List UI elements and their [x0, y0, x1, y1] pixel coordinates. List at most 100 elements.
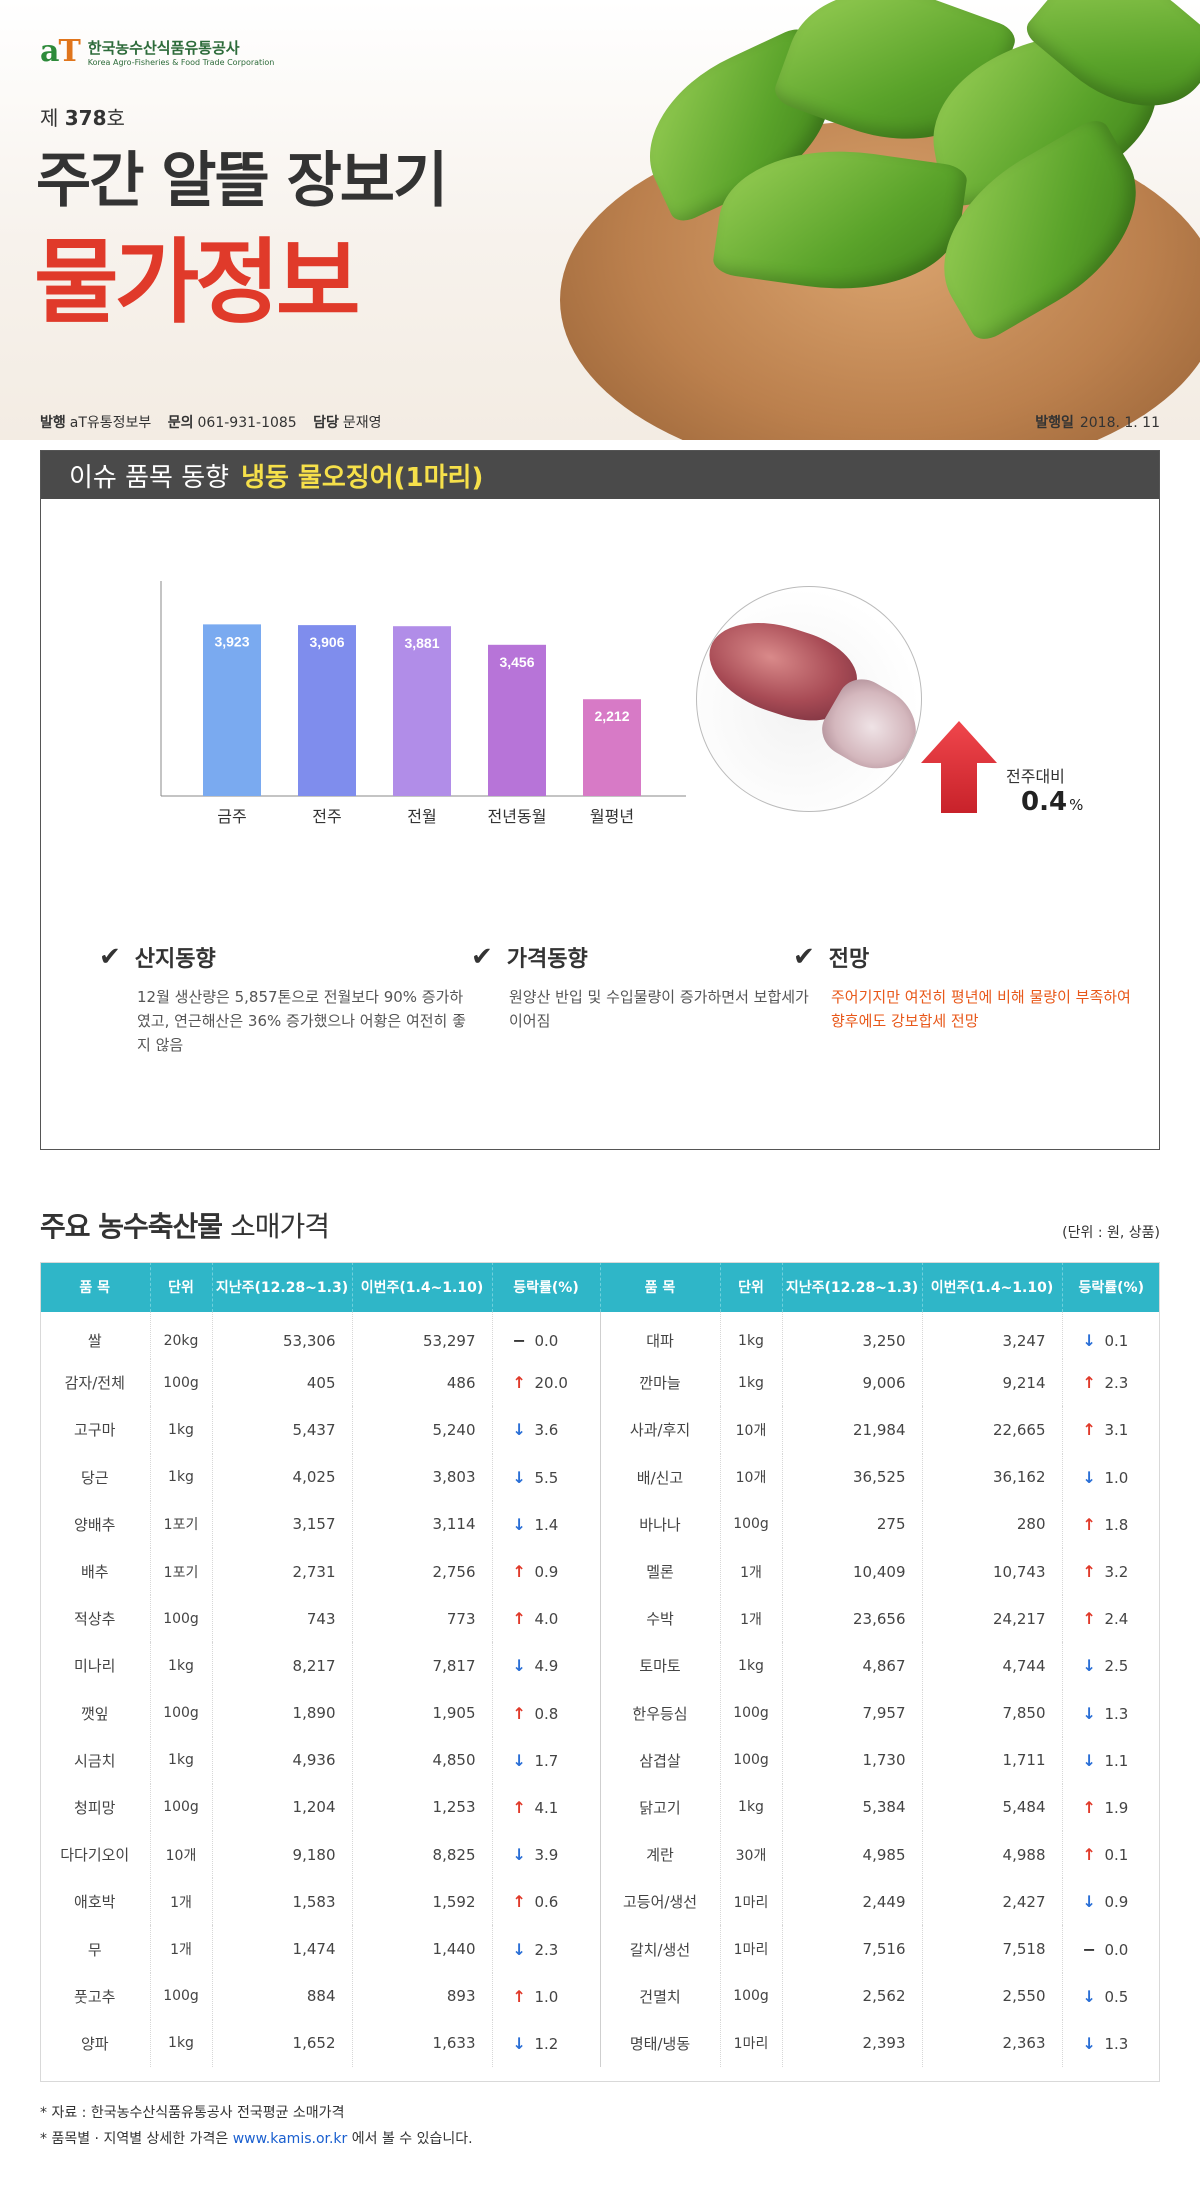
arrow-down-icon: ↓ [512, 1845, 526, 1865]
last-week-price-cell: 9,180 [212, 1831, 353, 1879]
item-name-cell: 닭고기 [600, 1783, 721, 1832]
change-rate-cell: ↑ 0.9 [492, 1547, 601, 1596]
last-week-price-cell: 4,936 [212, 1736, 353, 1784]
unit-cell: 1포기 [150, 1500, 213, 1548]
unit-cell: 1kg [150, 1406, 213, 1454]
change-rate-value: 1.0 [534, 1987, 559, 2006]
item-name-cell: 양배추 [40, 1500, 151, 1548]
change-rate-value: 2.3 [1104, 1374, 1129, 1393]
this-week-price-cell: 280 [922, 1500, 1063, 1548]
unit-cell: 100g [150, 1689, 213, 1737]
change-rate-cell: ↑ 1.9 [1062, 1784, 1160, 1831]
item-name-cell: 깐마늘 [600, 1359, 721, 1407]
last-week-price-cell: 4,025 [212, 1453, 353, 1501]
trend-outlook-text: 주어기지만 여전히 평년에 비해 물량이 부족하여 향후에도 강보합세 전망 [831, 988, 1131, 1030]
last-week-price-cell: 1,890 [212, 1689, 353, 1737]
change-rate-value: 1.4 [534, 1515, 559, 1534]
this-week-price-cell: 1,905 [352, 1689, 493, 1737]
change-rate-value: 1.3 [1104, 1704, 1129, 1723]
change-rate-value: 3.9 [534, 1846, 559, 1865]
arrow-down-icon: ↓ [1082, 1986, 1096, 2006]
unit-cell: 1개 [720, 1547, 783, 1596]
last-week-price-cell: 7,957 [782, 1689, 923, 1737]
this-week-price-cell: 1,711 [922, 1736, 1063, 1784]
change-rate-value: 2.4 [1104, 1610, 1129, 1629]
logo-text: 한국농수산식품유통공사 Korea Agro-Fisheries & Food … [88, 37, 275, 67]
chart-bar-value-label: 3,881 [404, 635, 439, 651]
item-name-cell: 멜론 [600, 1547, 721, 1596]
change-rate-cell: ↑ 2.3 [1062, 1359, 1160, 1406]
this-week-price-cell: 7,850 [922, 1689, 1063, 1737]
change-rate-value: 0.5 [1104, 1987, 1129, 2006]
change-rate-cell: ↑ 0.1 [1062, 1831, 1160, 1878]
change-rate-cell: ↓ 3.9 [492, 1831, 601, 1879]
last-week-price-cell: 743 [212, 1595, 353, 1643]
kamis-link[interactable]: www.kamis.or.kr [232, 2131, 348, 2147]
unit-cell: 1kg [720, 1359, 783, 1407]
table-row: 쌀 20kg 53,306 53,297−0.0 대파 1kg 3,250 3,247 ↓ 0.1 [40, 1312, 1160, 1360]
item-name-cell: 다다기오이 [40, 1831, 151, 1879]
change-rate-value: 5.5 [534, 1468, 559, 1487]
unit-cell: 1개 [720, 1595, 783, 1643]
this-week-price-cell: 486 [352, 1359, 493, 1407]
item-name-cell: 토마토 [600, 1642, 721, 1690]
arrow-down-icon: ↓ [512, 1656, 526, 1676]
check-icon: ✔ [99, 942, 121, 972]
change-rate-cell: ↓ 1.2 [492, 2019, 601, 2067]
arrow-down-icon: ↓ [512, 1939, 526, 1959]
last-week-price-cell: 36,525 [782, 1453, 923, 1501]
chart-bar [583, 699, 641, 796]
arrow-down-icon: ↓ [512, 1514, 526, 1534]
arrow-up-icon: ↑ [512, 1562, 526, 1582]
arrow-up-icon: ↑ [512, 1892, 526, 1912]
logo-korean-name: 한국농수산식품유통공사 [87, 38, 240, 57]
item-name-cell: 명태/냉동 [600, 2019, 721, 2067]
table-row: 시금치 1kg 4,936 4,850 ↓ 1.7 삼겹살 100g 1,730 1,711 ↓ 1.… [40, 1736, 1160, 1784]
item-name-cell: 배/신고 [600, 1453, 721, 1501]
item-name-cell: 무 [40, 1925, 151, 1973]
arrow-down-icon: ↓ [1082, 1331, 1096, 1351]
publisher-info: 발행 aT유통정보부 문의 061-931-1085 담당 문재영 [40, 415, 382, 431]
change-rate-cell: ↑ 20.0 [492, 1359, 601, 1407]
arrow-down-icon: ↓ [512, 2033, 526, 2053]
last-week-price-cell: 2,562 [782, 1972, 923, 2020]
change-rate-cell: ↓ 2.5 [1062, 1642, 1160, 1689]
change-rate-value: 0.9 [534, 1563, 559, 1582]
change-rate-value: 3.1 [1104, 1421, 1129, 1440]
header-this-week: 이번주(1.4~1.10) [922, 1262, 1063, 1312]
price-bar-chart: 3,923 금주 3,906 전주 3,881 전월 3,456 전년동월 2,212 월평년 [160, 581, 686, 826]
change-rate-cell: ↑ 0.8 [492, 1689, 601, 1737]
this-week-price-cell: 5,484 [922, 1783, 1063, 1832]
this-week-price-cell: 53,297 [352, 1312, 493, 1360]
this-week-price-cell: 2,363 [922, 2019, 1063, 2067]
change-rate-cell: ↑ 3.2 [1062, 1548, 1160, 1595]
table-header-row: 품 목 단위 지난주(12.28~1.3) 이번주(1.4~1.10) 등락률(… [40, 1262, 1160, 1312]
page-title: 주간 알뜰 장보기 [36, 146, 448, 216]
header-change-rate: 등락률(%) [1062, 1262, 1160, 1312]
change-rate-cell: ↓ 0.1 [1062, 1312, 1160, 1359]
this-week-price-cell: 893 [352, 1972, 493, 2020]
last-week-price-cell: 53,306 [212, 1312, 353, 1360]
this-week-price-cell: 2,550 [922, 1972, 1063, 2020]
last-week-price-cell: 2,449 [782, 1878, 923, 1926]
this-week-price-cell: 4,850 [352, 1736, 493, 1784]
last-week-price-cell: 21,984 [782, 1406, 923, 1454]
logo-mark: aT [40, 34, 81, 69]
change-rate-value: 1.8 [1104, 1515, 1129, 1534]
arrow-down-icon: ↓ [512, 1750, 526, 1770]
chart-category-label: 전년동월 [488, 807, 547, 826]
change-rate-value: 0.9 [1104, 1893, 1129, 1912]
item-name-cell: 대파 [600, 1312, 721, 1360]
table-row: 미나리 1kg 8,217 7,817 ↓ 4.9 토마토 1kg 4,867 4,744 ↓ 2.5 [40, 1642, 1160, 1690]
change-rate-value: 1.7 [534, 1751, 559, 1770]
unit-cell: 1kg [150, 2019, 213, 2067]
chart-bar [203, 624, 261, 796]
change-rate-value: 1.2 [534, 2034, 559, 2053]
unit-cell: 1마리 [720, 1925, 783, 1973]
change-rate-value: 1.9 [1104, 1798, 1129, 1817]
item-name-cell: 고구마 [40, 1406, 151, 1454]
table-row: 양파 1kg 1,652 1,633 ↓ 1.2 명태/냉동 1마리 2,393 2,363 ↓ 1.… [40, 2019, 1160, 2067]
this-week-price-cell: 2,427 [922, 1878, 1063, 1926]
unit-cell: 100g [720, 1972, 783, 2020]
unit-cell: 20kg [150, 1312, 213, 1360]
